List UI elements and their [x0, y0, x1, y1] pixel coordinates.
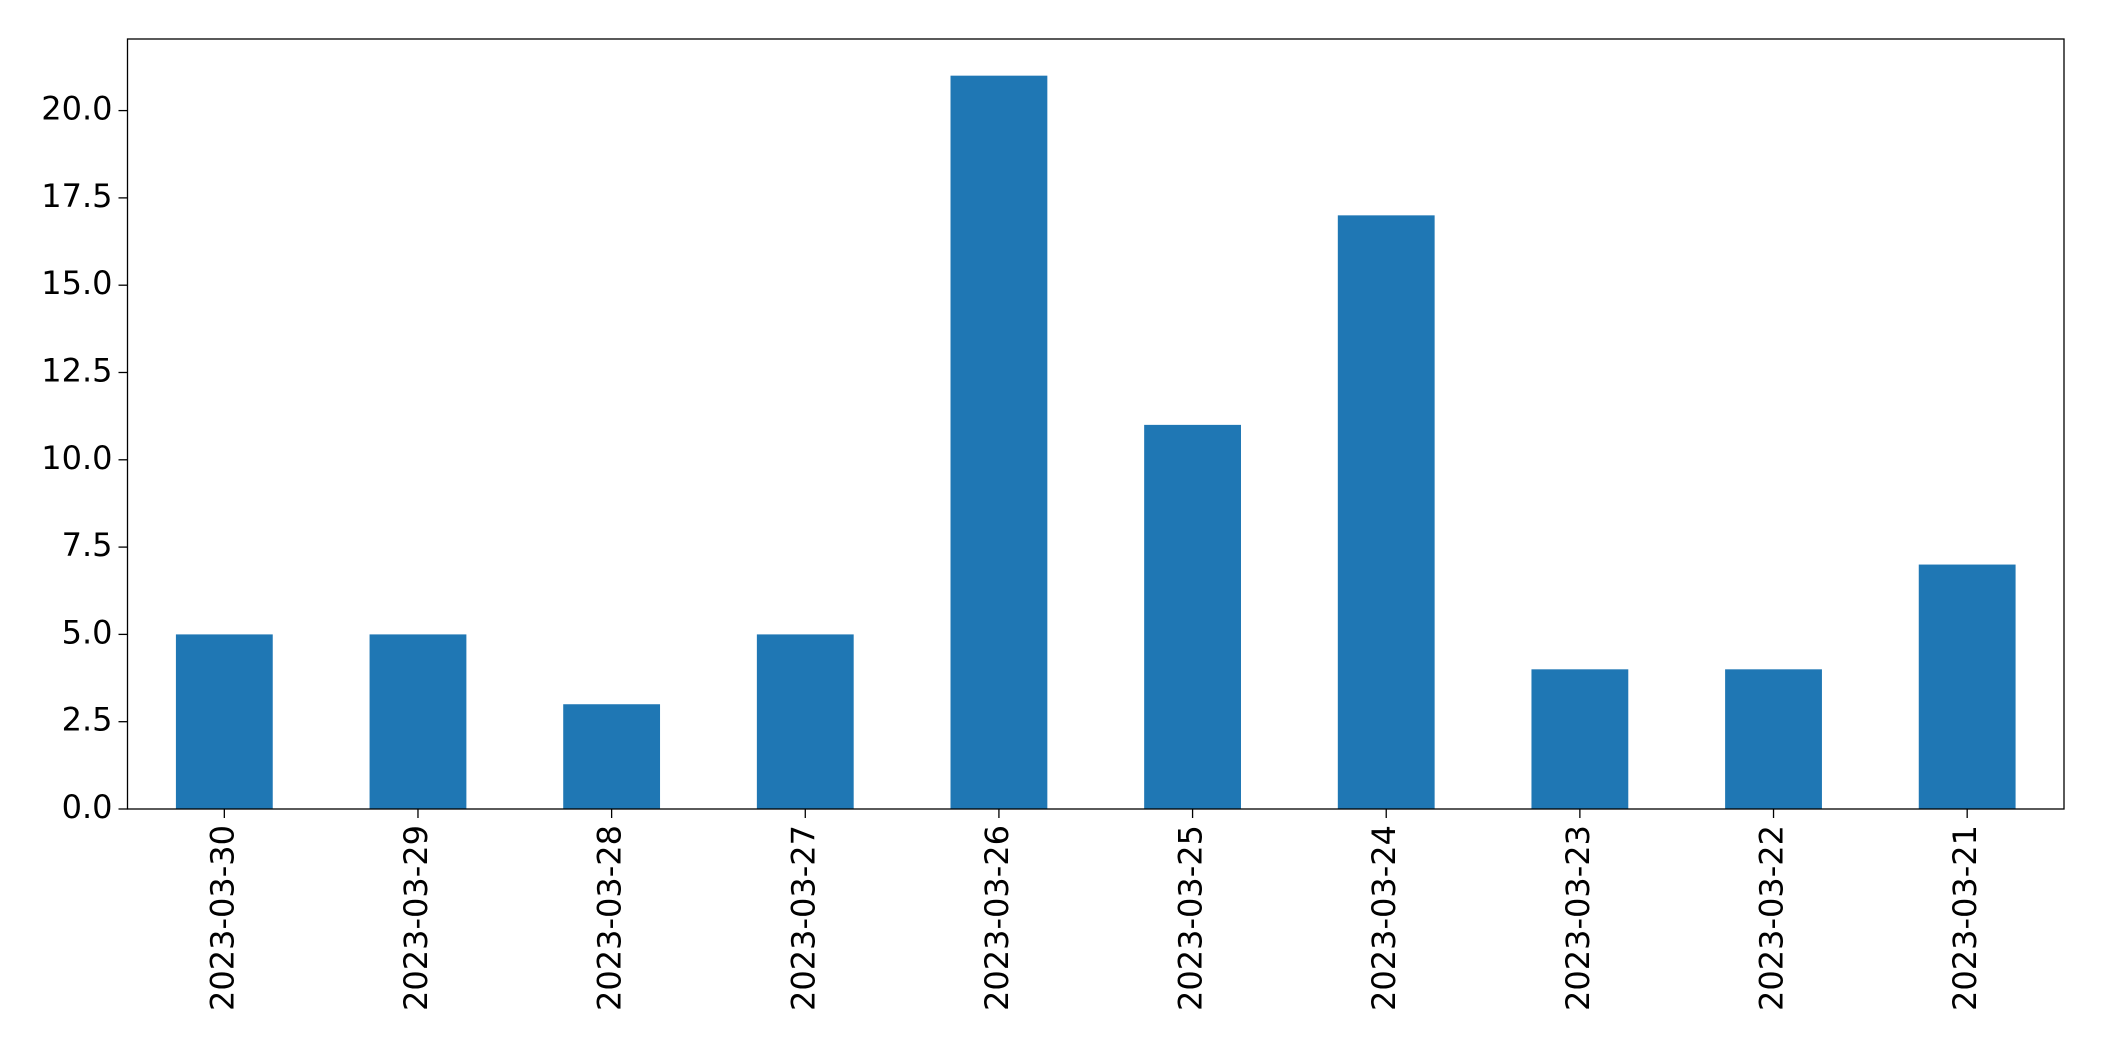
x-tick-label: 2023-03-23 — [1559, 825, 1597, 1011]
bar — [1531, 669, 1629, 809]
bar — [1918, 564, 2016, 809]
x-tick-label: 2023-03-27 — [784, 825, 822, 1011]
y-tick-label: 2.5 — [62, 701, 113, 739]
x-tick-label: 2023-03-26 — [978, 825, 1016, 1011]
x-tick-label: 2023-03-29 — [397, 825, 435, 1011]
y-tick-label: 12.5 — [41, 351, 112, 389]
bar — [175, 634, 273, 809]
bar — [756, 634, 854, 809]
y-tick-label: 15.0 — [41, 264, 112, 302]
x-tick-label: 2023-03-25 — [1172, 825, 1210, 1011]
x-tick-label: 2023-03-22 — [1753, 825, 1791, 1011]
y-tick-label: 20.0 — [41, 90, 112, 128]
y-tick-label: 0.0 — [62, 788, 113, 826]
bar — [563, 704, 661, 809]
y-tick-label: 7.5 — [62, 526, 113, 564]
bar — [1144, 424, 1241, 809]
bar — [950, 75, 1048, 809]
x-tick-label: 2023-03-30 — [203, 825, 241, 1011]
bar — [369, 634, 467, 809]
x-tick-label: 2023-03-24 — [1365, 825, 1403, 1011]
bar — [1725, 669, 1822, 809]
x-tick-label: 2023-03-21 — [1946, 825, 1984, 1011]
plot-frame — [126, 38, 2065, 810]
x-tick-label: 2023-03-28 — [591, 825, 629, 1011]
y-tick-label: 5.0 — [62, 613, 113, 651]
y-tick-label: 10.0 — [41, 439, 112, 477]
y-tick-label: 17.5 — [41, 177, 112, 215]
bar — [1337, 215, 1435, 809]
